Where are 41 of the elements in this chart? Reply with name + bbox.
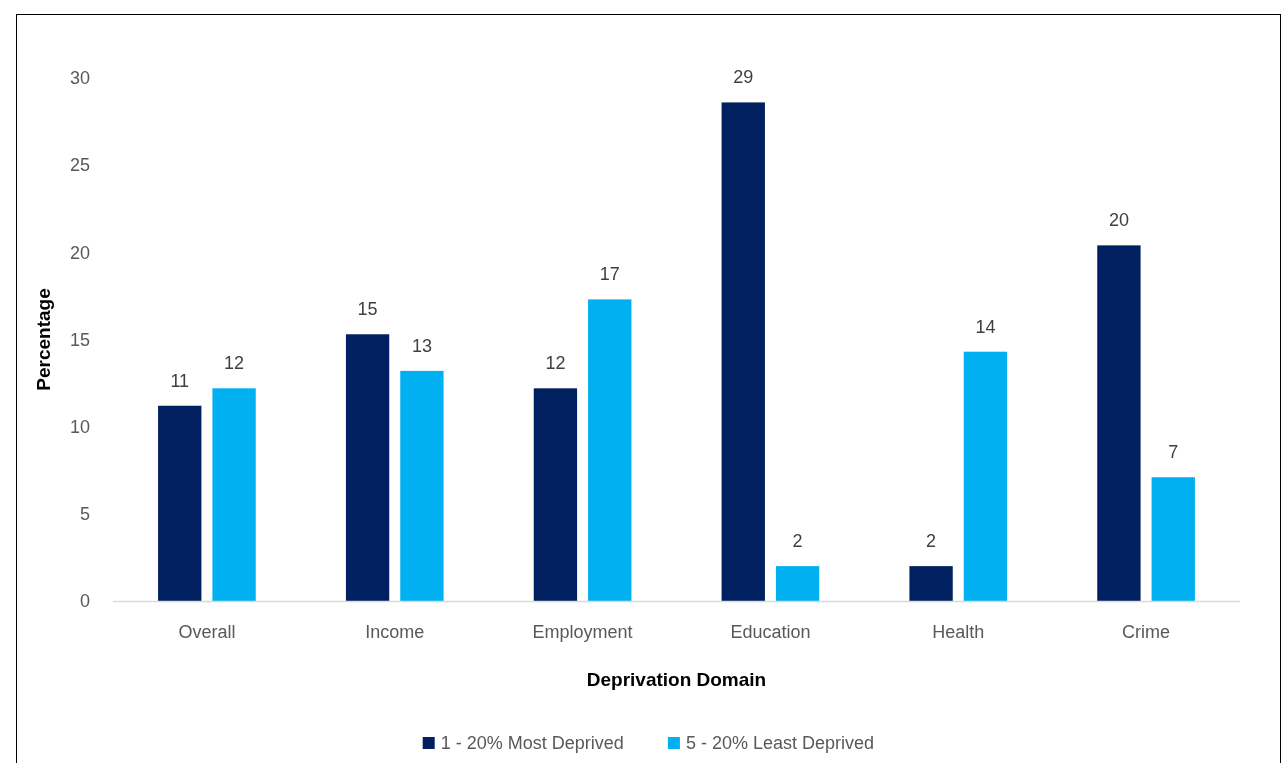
bar	[345, 334, 390, 601]
bar	[1151, 477, 1195, 601]
legend-label: 5 - 20% Least Deprived	[685, 733, 875, 753]
data-label: 15	[357, 299, 378, 320]
data-label: 20	[1108, 210, 1129, 231]
bar	[588, 299, 632, 601]
bar	[963, 351, 1008, 601]
data-label: 12	[545, 353, 566, 374]
y-tick-label: 15	[69, 329, 90, 350]
bar	[909, 566, 953, 601]
y-tick-label: 0	[79, 591, 90, 612]
y-tick-label: 5	[79, 504, 90, 525]
y-tick-label: 20	[69, 242, 90, 263]
x-tick-label: Income	[365, 622, 425, 642]
bar	[212, 388, 256, 601]
data-label: 2	[926, 531, 937, 552]
x-tick-label: Employment	[532, 622, 633, 642]
bar	[1097, 245, 1141, 601]
x-tick-label: Overall	[178, 622, 236, 642]
bar	[158, 405, 202, 601]
y-axis-title: Percentage	[33, 288, 54, 391]
data-label: 17	[599, 264, 620, 285]
y-tick-label: 25	[69, 155, 90, 176]
data-label: 7	[1168, 442, 1179, 463]
data-label: 11	[170, 370, 190, 391]
data-label: 14	[975, 316, 996, 337]
x-tick-label: Crime	[1122, 622, 1171, 642]
bar	[721, 102, 765, 601]
data-label: 13	[411, 335, 432, 356]
data-label: 29	[733, 67, 754, 88]
data-label: 2	[792, 531, 803, 552]
legend-label: 1 - 20% Most Deprived	[440, 733, 624, 753]
bar	[400, 370, 444, 601]
x-axis-title: Deprivation Domain	[586, 669, 767, 690]
bar	[533, 388, 578, 601]
x-tick-label: Health	[932, 622, 985, 642]
bar	[775, 566, 820, 601]
data-label: 12	[224, 353, 245, 374]
y-tick-label: 30	[69, 68, 90, 89]
x-tick-label: Education	[730, 622, 811, 642]
y-tick-label: 10	[69, 416, 90, 437]
